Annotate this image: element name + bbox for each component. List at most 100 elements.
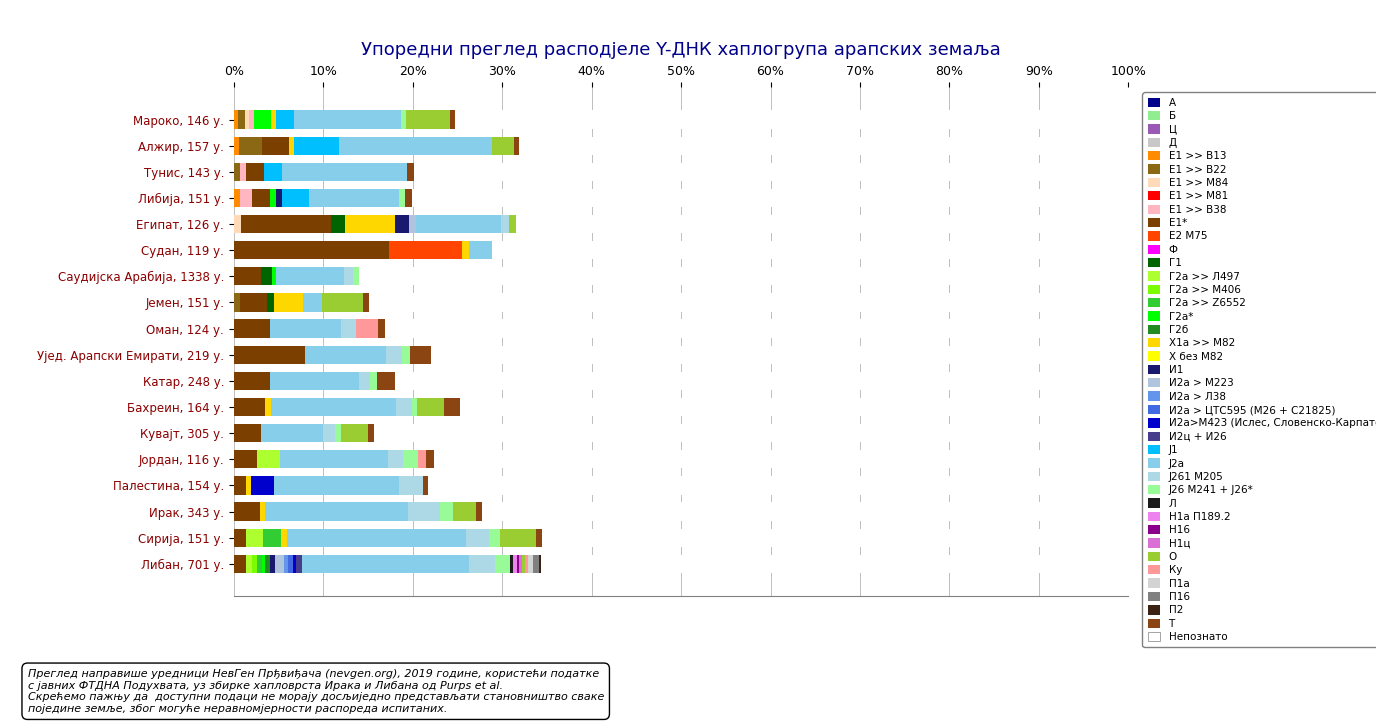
Bar	[234, 137, 239, 155]
Bar	[322, 293, 363, 312]
Bar	[453, 502, 476, 521]
Bar	[253, 111, 271, 129]
Bar	[418, 450, 427, 468]
Bar	[234, 345, 305, 364]
Bar	[519, 137, 1128, 155]
Bar	[260, 502, 266, 521]
Bar	[264, 163, 282, 181]
Bar	[241, 215, 330, 233]
Bar	[378, 319, 385, 338]
Bar	[369, 293, 1128, 312]
Bar	[435, 450, 1128, 468]
Bar	[281, 450, 388, 468]
Bar	[399, 476, 422, 494]
Bar	[293, 555, 296, 573]
Bar	[304, 293, 322, 312]
Bar	[241, 189, 252, 207]
Bar	[261, 268, 271, 286]
Bar	[239, 137, 261, 155]
Bar	[266, 502, 409, 521]
Bar	[241, 293, 267, 312]
Bar	[234, 319, 270, 338]
Bar	[410, 345, 431, 364]
Bar	[395, 371, 1128, 390]
Bar	[270, 319, 341, 338]
Bar	[345, 215, 395, 233]
Bar	[266, 398, 271, 416]
Bar	[528, 555, 534, 573]
Bar	[501, 215, 509, 233]
Bar	[250, 476, 274, 494]
Bar	[334, 424, 341, 442]
Bar	[330, 215, 345, 233]
Bar	[301, 555, 469, 573]
Bar	[409, 215, 417, 233]
Bar	[411, 189, 1128, 207]
Bar	[282, 189, 310, 207]
Bar	[288, 555, 293, 573]
Bar	[411, 398, 417, 416]
Bar	[234, 111, 238, 129]
Bar	[310, 189, 399, 207]
Bar	[407, 163, 414, 181]
Bar	[513, 555, 516, 573]
Bar	[294, 111, 402, 129]
Bar	[282, 163, 407, 181]
Bar	[534, 555, 538, 573]
Bar	[234, 476, 245, 494]
Bar	[234, 398, 266, 416]
Bar	[261, 424, 323, 442]
Bar	[385, 319, 1128, 338]
Bar	[460, 398, 1128, 416]
Bar	[234, 424, 261, 442]
Bar	[234, 502, 260, 521]
Bar	[234, 450, 257, 468]
Bar	[395, 215, 409, 233]
Bar	[409, 502, 439, 521]
Bar	[374, 424, 1128, 442]
Bar	[444, 398, 460, 416]
Bar	[246, 163, 264, 181]
Bar	[338, 137, 491, 155]
Bar	[491, 137, 515, 155]
Bar	[440, 502, 453, 521]
Bar	[267, 293, 274, 312]
Bar	[277, 268, 344, 286]
Bar	[396, 398, 411, 416]
Bar	[352, 268, 359, 286]
Bar	[522, 555, 526, 573]
Bar	[283, 555, 288, 573]
Bar	[241, 163, 246, 181]
Bar	[369, 424, 374, 442]
Bar	[501, 529, 537, 547]
Bar	[370, 371, 377, 390]
Bar	[509, 215, 516, 233]
Bar	[261, 555, 264, 573]
Bar	[289, 137, 294, 155]
Bar	[281, 529, 286, 547]
Bar	[271, 398, 396, 416]
Bar	[526, 555, 528, 573]
Bar	[422, 476, 428, 494]
Bar	[455, 111, 1128, 129]
Bar	[234, 371, 270, 390]
Bar	[542, 529, 1128, 547]
Bar	[234, 215, 241, 233]
Bar	[246, 555, 252, 573]
Bar	[286, 529, 465, 547]
Bar	[519, 555, 522, 573]
Bar	[261, 137, 289, 155]
Bar	[296, 555, 301, 573]
Bar	[388, 450, 403, 468]
Bar	[234, 189, 241, 207]
Bar	[469, 241, 493, 260]
Bar	[495, 555, 510, 573]
Bar	[270, 371, 359, 390]
Bar	[344, 268, 352, 286]
Bar	[516, 215, 1128, 233]
Bar	[274, 476, 399, 494]
Bar	[516, 555, 519, 573]
Bar	[417, 398, 444, 416]
Bar	[417, 215, 501, 233]
Bar	[234, 529, 245, 547]
